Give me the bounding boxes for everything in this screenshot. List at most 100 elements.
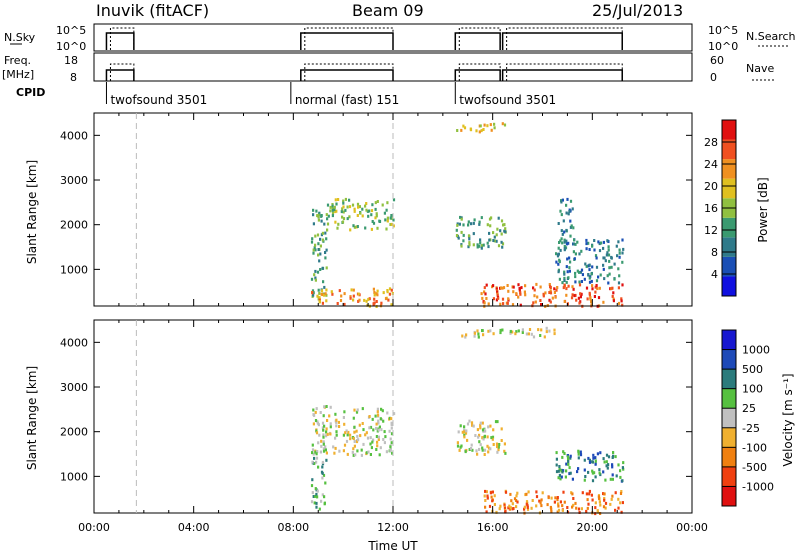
data-region-1-0 <box>311 405 396 457</box>
velocity-panel: 1000 2000 3000 4000 00:00 04:00 08:00 12:00 16:0… <box>25 319 708 553</box>
power-ylabel: Slant Range [km] <box>25 160 39 264</box>
velocity-colorbar-swatch-5 <box>722 427 736 448</box>
cpid-segment-label-1: normal (fast) 151 <box>295 93 399 107</box>
xtick-label-4: 16:00 <box>477 521 509 534</box>
cpid-row: CPID twofsound 3501 normal (fast) 151 twof… <box>16 82 556 107</box>
cpid-segments: twofsound 3501 normal (fast) 151 twofsound… <box>105 82 556 107</box>
freq-block-3 <box>501 69 623 81</box>
nsky-block-2 <box>454 32 501 50</box>
power-colorbar-swatch-2 <box>722 237 736 257</box>
power-colorbar-swatch-7 <box>722 139 736 160</box>
data-region-0-2 <box>311 287 394 308</box>
ytick-label-1-3: 4000 <box>60 336 88 349</box>
freq-tick-bottom: 8 <box>70 71 77 84</box>
velocity-colorbar: 1000 500 100 25 -25 -100 -500 -1000 Velocity [m… <box>721 329 795 507</box>
power-colorbar-tick-2: 12 <box>704 224 718 237</box>
freq-strip: Freq. [MHz] 18 8 60 0 Nave <box>2 52 776 84</box>
station-title: Inuvik (fitACF) <box>96 1 209 20</box>
nsearch-block-0 <box>109 27 135 50</box>
freq-block-2 <box>454 69 501 81</box>
nave-block-1 <box>304 63 394 81</box>
velocity-axes: 1000 2000 3000 4000 00:00 04:00 08:00 12:00 16:0… <box>60 320 708 534</box>
velocity-colorbar-tick-4: -25 <box>742 422 760 435</box>
power-colorbar-swatch-5 <box>722 178 736 199</box>
cpid-segment-label-2: twofsound 3501 <box>459 93 556 107</box>
nsky-block-1 <box>300 32 394 50</box>
ytick-label-0-0: 1000 <box>60 263 88 276</box>
freq-block-1 <box>300 69 394 81</box>
power-colorbar-tick-1: 8 <box>711 246 718 259</box>
velocity-colorbar-tick-7: -1000 <box>742 480 774 493</box>
data-region-0-0 <box>310 208 328 301</box>
nsearch-tick-bottom: 10^0 <box>708 40 738 53</box>
nave-label: Nave <box>746 62 774 75</box>
velocity-colorbar-swatch-4 <box>722 408 736 428</box>
power-colorbar-swatch-8 <box>722 120 736 140</box>
xtick-label-2: 08:00 <box>277 521 309 534</box>
data-region-0-3 <box>456 122 507 134</box>
cpid-label: CPID <box>16 86 45 99</box>
date-title: 25/Jul/2013 <box>592 1 683 20</box>
beam-title: Beam 09 <box>352 1 424 20</box>
ytick-label-1-0: 1000 <box>60 470 88 483</box>
freq-traces <box>105 63 623 81</box>
velocity-scatter <box>310 326 625 516</box>
nsky-block-0 <box>105 32 135 50</box>
power-colorbar-tick-6: 28 <box>704 136 718 149</box>
power-axes: 1000 2000 3000 4000 <box>60 113 693 306</box>
xtick-label-5: 20:00 <box>576 521 608 534</box>
xtick-label-1: 04:00 <box>178 521 210 534</box>
power-colorbar-swatch-0 <box>722 276 736 296</box>
velocity-colorbar-label: Velocity [m s⁻¹] <box>781 373 795 466</box>
data-region-1-4 <box>555 449 625 483</box>
nsearch-block-3 <box>506 27 623 50</box>
ytick-label-1-2: 3000 <box>60 381 88 394</box>
cpid-segment-label-0: twofsound 3501 <box>110 93 207 107</box>
data-region-0-7 <box>557 197 575 241</box>
data-region-1-3 <box>483 489 624 516</box>
nsearch-label: N.Search <box>746 30 796 43</box>
power-colorbar-tick-0: 4 <box>711 268 718 281</box>
data-region-0-4 <box>455 215 507 250</box>
velocity-colorbar-swatch-2 <box>722 369 736 389</box>
xtick-label-3: 12:00 <box>377 521 409 534</box>
xtick-label-6: 00:00 <box>676 521 708 534</box>
data-region-0-6 <box>555 238 625 285</box>
velocity-colorbar-swatch-3 <box>722 388 736 409</box>
power-colorbar-swatch-3 <box>722 217 736 238</box>
velocity-colorbar-swatch-6 <box>722 447 736 467</box>
velocity-colorbar-tick-1: 500 <box>742 363 763 376</box>
nsearch-block-2 <box>458 27 501 50</box>
nave-block-0 <box>109 63 135 81</box>
velocity-colorbar-tick-6: -500 <box>742 461 767 474</box>
power-scatter <box>310 122 625 308</box>
power-colorbar-tick-3: 16 <box>704 202 718 215</box>
ytick-label-0-3: 4000 <box>60 129 88 142</box>
velocity-colorbar-tick-5: -100 <box>742 441 767 454</box>
nsky-strip: N.Sky 10^5 10^0 10^5 10^0 N.Search <box>4 23 796 53</box>
velocity-colorbar-swatch-1 <box>722 349 736 370</box>
nsearch-block-1 <box>304 27 394 50</box>
nsky-tick-top: 10^5 <box>56 24 86 37</box>
nsky-tick-bottom: 10^0 <box>56 40 86 53</box>
power-colorbar: 4 8 12 16 20 24 28 Power [dB] <box>704 119 770 297</box>
nave-block-2 <box>458 63 501 81</box>
data-region-0-5 <box>480 282 624 308</box>
power-colorbar-swatch-6 <box>722 159 736 179</box>
nsky-label: N.Sky <box>4 31 36 44</box>
velocity-colorbar-tick-2: 100 <box>742 383 763 396</box>
ytick-label-0-1: 2000 <box>60 219 88 232</box>
nave-tick-top: 60 <box>710 54 724 67</box>
freq-label-line1: Freq. <box>4 54 31 67</box>
power-panel: 1000 2000 3000 4000 Slant Range [km] <box>25 112 693 308</box>
velocity-colorbar-tick-0: 1000 <box>742 344 770 357</box>
ytick-label-0-2: 3000 <box>60 174 88 187</box>
velocity-colorbar-tick-3: 25 <box>742 402 756 415</box>
time-axis-label: Time UT <box>367 539 418 553</box>
velocity-colorbar-swatch-0 <box>722 330 736 350</box>
data-region-1-5 <box>461 326 556 339</box>
power-colorbar-tick-4: 20 <box>704 180 718 193</box>
ytick-label-1-1: 2000 <box>60 426 88 439</box>
freq-label-line2: [MHz] <box>2 68 34 81</box>
